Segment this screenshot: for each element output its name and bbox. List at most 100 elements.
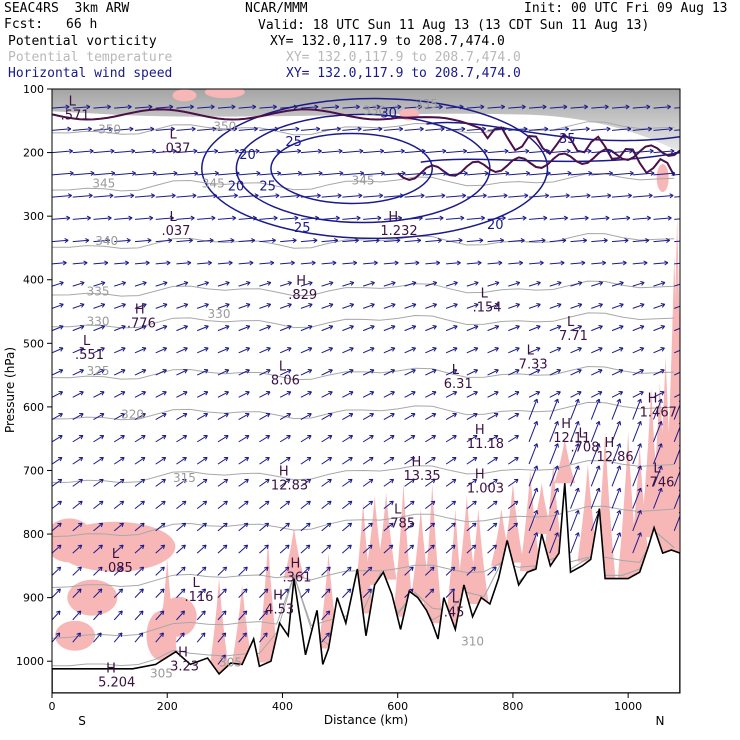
x-tick-label: 400 [272,700,293,713]
wind-arrow [114,126,134,132]
wind-arrow [363,126,383,132]
theta-label: 305 [219,655,242,669]
wind-arrow [134,238,152,244]
wind-arrow [383,148,405,154]
wind-arrow [611,398,622,420]
wind-arrow [425,148,447,154]
y-tick-label: 900 [23,592,44,605]
wind-arrow [196,632,206,643]
wind-arrow [134,456,146,465]
wind-arrow [591,170,613,176]
wind-arrow [176,413,188,421]
wind-arrow [321,522,332,532]
wind-arrow [404,478,415,487]
wind-arrow [611,347,624,354]
pv-plume [231,584,253,665]
header-init: Init: 00 UTC Fri 09 Aug 13 [524,1,728,16]
wind-arrow [52,325,64,332]
wind-arrow [404,391,416,398]
wind-arrow [217,500,228,510]
wind-arrow [528,281,541,287]
x-tick-label: 0 [49,700,56,713]
theta-label: 325 [87,364,110,378]
wind-arrow [383,544,394,554]
wind-arrow [72,413,84,421]
wind-arrow [155,456,167,465]
wind-arrow [446,193,467,199]
wind-arrow [508,369,520,376]
wind-arrow [528,532,539,554]
hl-type: H [475,423,485,438]
wind-vectors [52,104,680,665]
hl-value: 6.31 [444,377,473,392]
wind-arrow [155,632,164,643]
hl-type: L [169,128,177,143]
wind-arrow [549,260,565,266]
hl-type: H [604,436,614,451]
wind-arrow [300,413,312,421]
north-label: N [656,714,665,728]
wind-arrow [217,369,230,376]
wind-arrow [611,465,622,487]
wind-arrow [176,610,185,621]
wind-arrow [549,303,562,309]
hl-marker: L6.31 [444,363,473,392]
wind-arrow [611,148,633,154]
hl-type: H [648,391,658,406]
wind-arrow [466,215,486,221]
wind-arrow [93,478,104,487]
theta-label: 335 [415,97,438,111]
wind-arrow [300,303,313,309]
wind-arrow [259,238,276,244]
wind-arrow [114,215,133,221]
wind-arrow [217,148,239,154]
wind-arrow [445,456,457,465]
wind-arrow [508,347,520,354]
wind-arrow [528,369,541,376]
wind-arrow [217,238,235,244]
wind-arrow [611,260,627,266]
pv-plume [577,464,599,562]
wind-arrow [466,126,487,132]
wind-arrow [279,369,292,376]
wind-arrow [590,398,601,420]
wind-arrow [238,544,249,554]
contour-labels: 350 350 345 345 340 335 330 330 325 320 315 330 345 3… [61,95,677,691]
wind-arrow [674,218,680,220]
wind-arrow [280,104,298,110]
theta-line [52,401,675,421]
wind-arrow [176,456,187,465]
wind-arrow [72,126,92,132]
hl-type: H [475,468,485,483]
wind-arrow [653,443,663,465]
wind-arrow [591,260,607,266]
wind-arrow [570,126,590,132]
wind-arrow [217,544,228,554]
wind-arrow [93,610,103,621]
wind-arrow [611,104,630,110]
wind-arrow [549,369,562,376]
wind-arrow [300,500,311,510]
wind-arrow [134,500,145,510]
wind-arrow [155,170,178,176]
wind-arrow [508,413,520,421]
wind-arrow [300,369,313,376]
wind-arrow [342,148,364,154]
wind-arrow [528,303,541,309]
pv-blob [656,164,669,193]
plot-area: 350 350 345 345 340 335 330 330 325 320 315 330 345 3… [52,89,680,693]
wind-arrow [155,148,177,154]
wind-arrow [653,238,670,244]
wind-arrow [93,238,110,244]
wind-arrow [570,398,580,420]
wind-arrow [176,281,189,287]
wind-arrow [362,544,373,554]
wind-arrow [238,260,254,266]
wind-arrow [93,126,113,132]
wind-arrow [570,369,582,376]
hl-value: 1.003 [467,482,504,497]
wind-arrow [487,148,509,154]
wind-arrow [653,487,663,509]
hl-marker: L8.06 [271,360,300,389]
hl-type: L [112,547,120,562]
